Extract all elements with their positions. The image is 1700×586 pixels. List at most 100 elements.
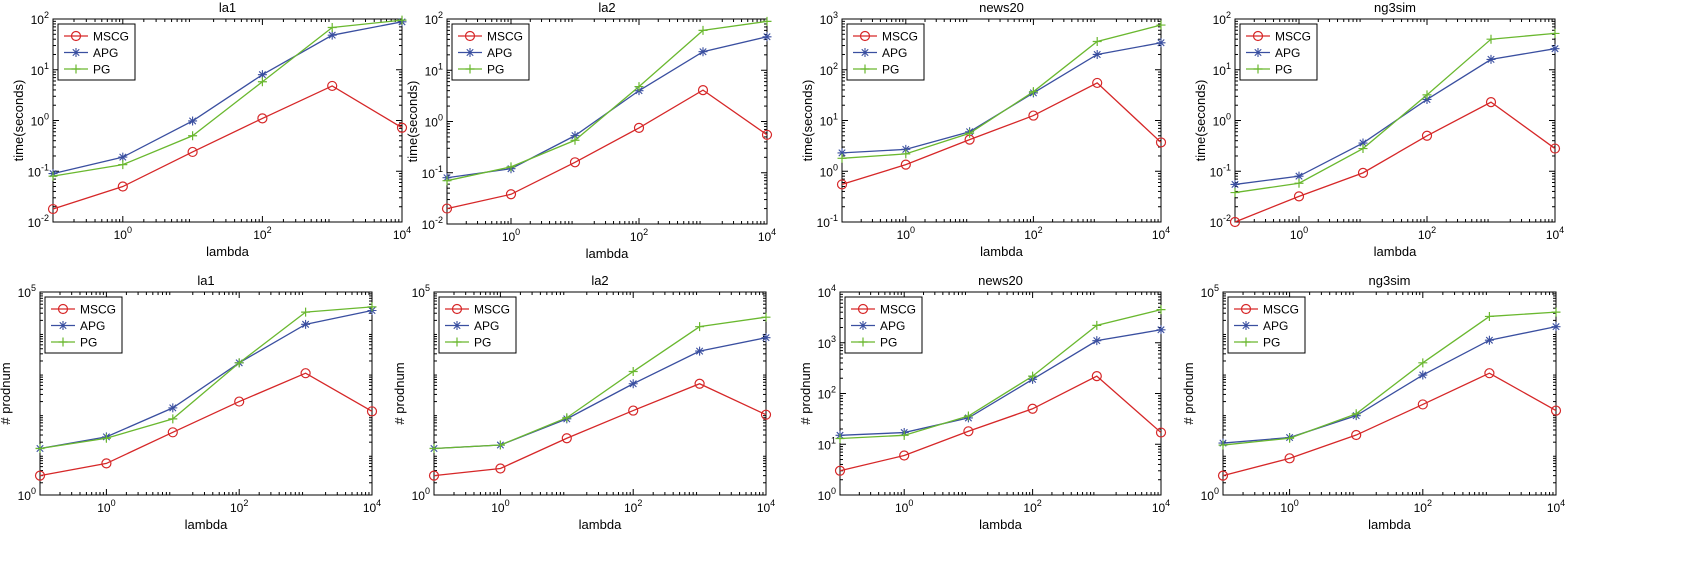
y-tick-label: 103 [818,334,836,351]
legend-marker-pg [465,64,475,74]
y-tick-label: 102 [820,61,838,78]
data-point-pg [1156,20,1166,30]
y-axis-label: # prodnum [392,362,407,424]
data-point-pg [837,153,847,163]
legend-label-pg: PG [487,63,504,77]
data-point-mscg [561,433,572,444]
y-tick-label: 10-1 [817,213,838,230]
data-point-pg [1028,87,1038,97]
panel-5: 100 102 104 100 105 la1 lambda # prodnum MSCG APG… [0,273,381,532]
data-point-mscg [1351,429,1362,441]
x-tick-label: 100 [1290,225,1308,242]
legend-marker-pg [860,64,870,74]
data-point-mscg [697,84,709,96]
data-point-pg [1422,90,1432,100]
panel-title: la1 [219,0,236,15]
series-line-pg [446,20,768,182]
data-point-mscg [569,157,581,168]
x-tick-label: 100 [1280,498,1298,515]
y-tick-label: 100 [18,486,36,503]
x-tick-label: 104 [363,498,381,515]
y-tick-label: 101 [1213,61,1231,78]
x-tick-label: 100 [491,498,509,515]
data-point-apg [698,47,708,57]
x-tick-label: 104 [1152,498,1170,515]
x-tick-label: 102 [1023,498,1041,515]
series-line-pg [1222,311,1557,446]
legend-marker-mscg [859,30,871,42]
legend: MSCG APG PG [44,296,123,354]
y-axis-label: time(seconds) [800,80,815,162]
panel-3: 100 102 104 10-1 100 101 102 103 news20 lambda tim… [800,0,1170,259]
x-axis-label: lambda [579,517,622,532]
legend-label-mscg: MSCG [474,303,510,317]
y-axis-label: # prodnum [798,362,813,424]
x-axis-label: lambda [980,244,1023,259]
data-point-mscg [963,426,974,437]
y-tick-label: 10-2 [422,215,443,232]
panel-1: 100 102 104 10-2 10-1 100 101 102 la1 lambda time(… [11,0,411,259]
y-tick-label: 100 [425,113,443,130]
y-tick-label: 105 [1201,283,1219,300]
data-point-mscg [1284,453,1295,464]
legend-label-mscg: MSCG [80,303,116,317]
data-point-apg [762,32,772,42]
data-point-mscg [366,406,378,417]
legend: MSCG APG PG [846,23,925,81]
legend: MSCG APG PG [438,296,517,354]
x-tick-label: 104 [758,227,776,244]
data-point-pg [1550,28,1560,38]
series-line-pg [839,308,1162,440]
data-point-pg [301,307,311,317]
data-point-pg [963,411,973,421]
y-tick-label: 101 [820,112,838,129]
series-line-mscg [1222,372,1557,477]
legend-label-pg: PG [474,336,491,350]
data-point-pg [1092,37,1102,47]
series-line-apg [39,309,373,450]
series-line-apg [433,337,767,450]
data-point-pg [442,176,452,186]
data-point-mscg [495,463,506,474]
x-tick-label: 100 [895,498,913,515]
y-tick-label: 100 [412,486,430,503]
x-tick-label: 100 [97,498,115,515]
legend-label-apg: APG [93,46,118,60]
data-point-apg [257,70,267,80]
data-point-pg [495,440,505,450]
legend-label-mscg: MSCG [1275,30,1311,44]
series-group [1217,307,1562,481]
data-point-apg [1484,335,1494,345]
y-tick-label: 100 [31,112,49,129]
legend-marker-mscg [464,30,476,42]
legend-label-pg: PG [882,63,899,77]
data-point-mscg [1550,405,1562,416]
data-point-pg [1294,178,1304,188]
data-point-pg [761,312,771,322]
legend-marker-apg [58,321,68,330]
series-group [836,20,1167,190]
data-point-apg [1156,325,1166,335]
data-point-mscg [257,113,268,124]
data-point-pg [1484,311,1494,321]
series-line-mscg [839,375,1162,472]
y-tick-label: 105 [412,283,430,300]
data-point-pg [1551,307,1561,317]
y-tick-label: 10-2 [28,213,49,230]
legend-label-apg: APG [80,319,105,333]
data-point-mscg [1091,371,1102,382]
panel-title: ng3sim [1369,273,1411,288]
data-point-pg [1418,358,1428,368]
data-point-apg [1294,171,1304,181]
legend-marker-pg [1241,337,1251,347]
y-tick-label: 102 [1213,10,1231,27]
data-point-mscg [1217,470,1229,481]
panel-6: 100 102 104 100 105 la2 lambda # prodnum MSCG APG… [392,273,775,532]
y-tick-label: 10-2 [1210,213,1231,230]
data-point-pg [1358,144,1368,154]
legend-marker-apg [71,48,81,57]
data-point-apg [1551,322,1561,332]
x-axis-label: lambda [979,517,1022,532]
data-point-apg [188,116,198,126]
